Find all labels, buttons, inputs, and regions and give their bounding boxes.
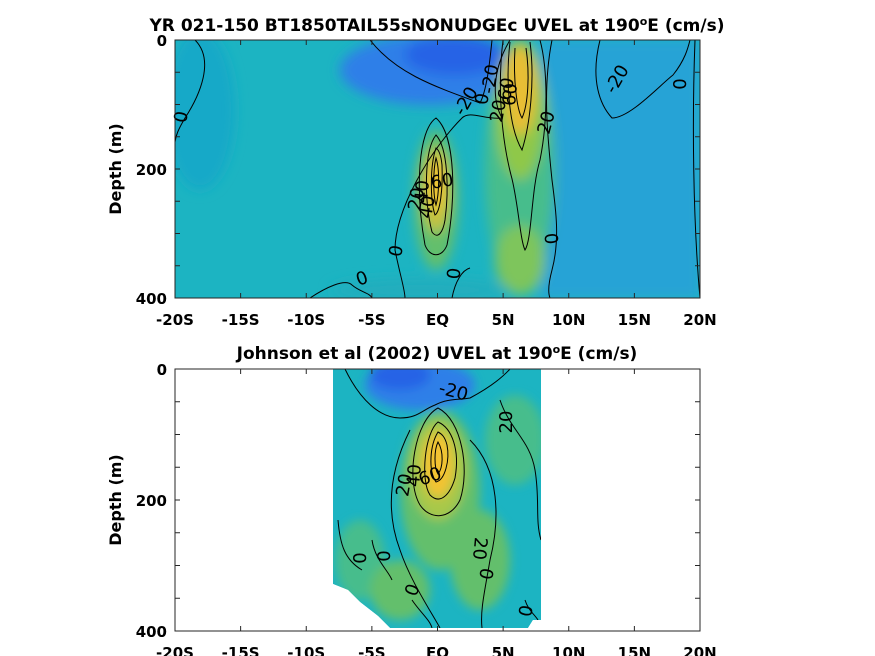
x-tick-label: -15S <box>222 644 260 656</box>
x-tick-label: -20S <box>156 311 194 329</box>
svg-text:20: 20 <box>496 411 517 434</box>
x-tick-label: -5S <box>358 644 385 656</box>
y-tick-label: 200 <box>136 161 167 179</box>
panel-1-ylabel: Depth (m) <box>106 123 125 215</box>
svg-text:0: 0 <box>670 78 691 89</box>
svg-text:20: 20 <box>468 536 491 561</box>
panel-2-ylabel: Depth (m) <box>106 454 125 546</box>
panel-2-data-edge <box>333 584 541 631</box>
svg-text:40: 40 <box>415 194 440 220</box>
panel-1-title: YR 021-150 BT1850TAIL55sNONUDGEc UVEL at… <box>149 15 725 36</box>
y-tick-label: 400 <box>136 290 167 308</box>
svg-text:0: 0 <box>374 550 395 561</box>
panel-1: YR 021-150 BT1850TAIL55sNONUDGEc UVEL at… <box>106 15 724 329</box>
svg-text:40: 40 <box>403 463 426 488</box>
svg-text:0: 0 <box>444 267 466 280</box>
svg-text:0: 0 <box>385 244 408 259</box>
y-tick-label: 0 <box>157 361 167 379</box>
svg-text:0: 0 <box>471 92 494 107</box>
x-tick-label: -15S <box>222 311 260 329</box>
panel-2-contours <box>337 369 541 628</box>
x-tick-label: -10S <box>287 311 325 329</box>
x-tick-label: 10N <box>552 644 585 656</box>
svg-text:20: 20 <box>486 98 511 124</box>
svg-text:-20: -20 <box>478 63 504 96</box>
x-tick-label: -5S <box>358 311 385 329</box>
svg-text:0: 0 <box>542 232 564 245</box>
x-tick-label: 15N <box>618 311 651 329</box>
x-tick-label: 5N <box>492 644 515 656</box>
svg-text:0: 0 <box>350 552 371 563</box>
panel-2-title: Johnson et al (2002) UVEL at 190oE (cm/s… <box>236 343 638 364</box>
svg-text:0: 0 <box>476 567 499 582</box>
svg-text:0: 0 <box>170 110 193 125</box>
x-tick-label: EQ <box>426 311 449 329</box>
panel-2-field <box>333 369 541 628</box>
y-tick-label: 400 <box>136 623 167 641</box>
svg-text:40: 40 <box>411 179 434 204</box>
svg-text:60: 60 <box>499 82 522 107</box>
svg-text:60: 60 <box>429 169 455 194</box>
y-tick-label: 0 <box>157 32 167 50</box>
panel-2: Johnson et al (2002) UVEL at 190oE (cm/s… <box>106 343 717 656</box>
x-tick-label: 20N <box>683 311 716 329</box>
svg-text:0: 0 <box>515 604 538 619</box>
x-tick-label: 15N <box>618 644 651 656</box>
svg-text:20: 20 <box>392 472 417 498</box>
x-tick-label: -10S <box>287 644 325 656</box>
svg-text:60: 60 <box>494 76 519 102</box>
x-tick-label: 5N <box>492 311 515 329</box>
x-tick-label: -20S <box>156 644 194 656</box>
svg-text:20: 20 <box>404 186 429 212</box>
x-tick-label: EQ <box>426 644 449 656</box>
x-tick-label: 20N <box>683 644 716 656</box>
y-tick-label: 200 <box>136 492 167 510</box>
x-tick-label: 10N <box>552 311 585 329</box>
panel-1-contours <box>175 40 700 298</box>
